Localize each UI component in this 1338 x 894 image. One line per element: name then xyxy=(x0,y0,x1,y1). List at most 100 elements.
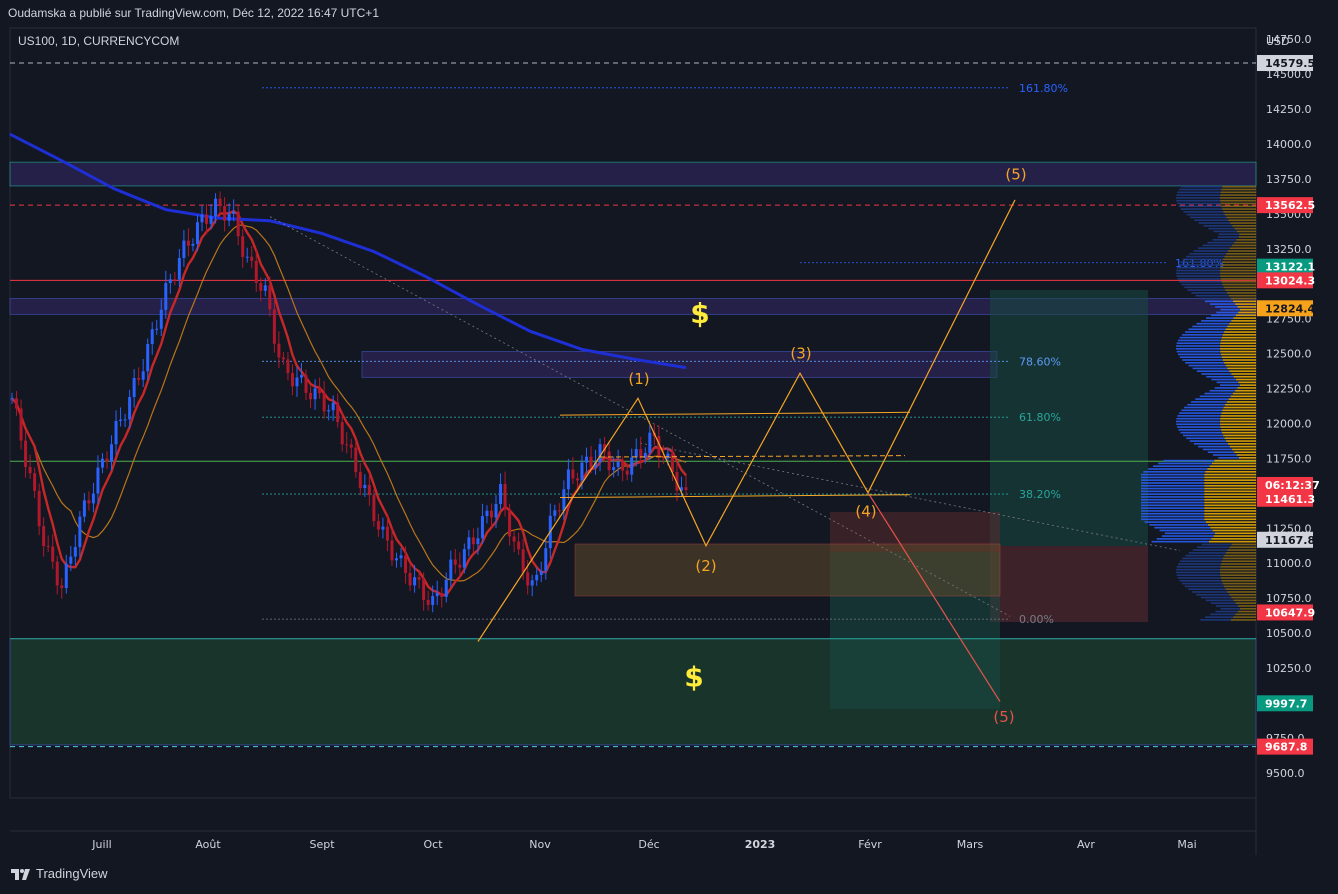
price-tag-label-6: 11461.3 xyxy=(1265,493,1315,506)
candle-body-21 xyxy=(105,458,109,462)
vp-up-bar xyxy=(1206,317,1234,319)
candle-body-64 xyxy=(300,375,304,378)
vp-up-bar xyxy=(1144,521,1206,523)
vp-up-bar xyxy=(1176,568,1221,571)
price-tag-label-9: 9997.7 xyxy=(1265,697,1307,710)
vp-up-bar xyxy=(1192,549,1228,551)
vp-up-bar xyxy=(1148,468,1208,470)
candle-body-19 xyxy=(96,467,100,494)
candle-body-94 xyxy=(435,592,439,597)
vp-up-bar xyxy=(1196,370,1230,372)
vp-down-bar xyxy=(1204,473,1256,476)
candle-body-138 xyxy=(634,449,638,458)
vp-down-bar xyxy=(1228,398,1256,400)
vp-up-bar xyxy=(1149,524,1208,526)
vp-up-bar xyxy=(1182,557,1223,560)
candle-body-74 xyxy=(345,444,349,446)
wave-path-bearish xyxy=(867,492,1001,702)
candle-body-106 xyxy=(489,510,493,518)
vp-down-bar xyxy=(1238,311,1256,314)
candle-body-23 xyxy=(114,420,118,445)
candle-body-61 xyxy=(286,359,290,374)
wave-label-2: (2) xyxy=(695,557,716,575)
vp-down-bar xyxy=(1239,233,1256,236)
vp-down-bar xyxy=(1230,297,1256,300)
fib-label-2: 78.60% xyxy=(1019,355,1061,368)
y-tick-label-18: 10250.0 xyxy=(1266,662,1312,675)
y-tick-label-2: 14250.0 xyxy=(1266,103,1312,116)
vp-down-bar xyxy=(1229,593,1256,596)
wave-label-bearish-5: (5) xyxy=(993,708,1014,726)
y-tick-label-6: 13250.0 xyxy=(1266,243,1312,256)
vp-up-bar xyxy=(1177,415,1221,417)
vp-up-bar xyxy=(1220,607,1241,610)
vp-up-bar xyxy=(1176,199,1221,202)
wave-label-3: (3) xyxy=(790,345,811,363)
candle-body-49 xyxy=(232,211,236,214)
vp-down-bar xyxy=(1225,552,1256,554)
vp-down-bar xyxy=(1231,320,1256,322)
vp-down-bar xyxy=(1239,457,1256,459)
candle-body-107 xyxy=(494,504,498,518)
vp-down-bar xyxy=(1214,459,1256,462)
wave-path-bullish xyxy=(477,199,1016,642)
candle-body-102 xyxy=(471,537,475,545)
vp-down-bar xyxy=(1222,431,1256,434)
vp-down-bar xyxy=(1229,445,1256,448)
symbol-line[interactable]: US100, 1D, CURRENCYCOM xyxy=(18,34,180,48)
footer[interactable]: TradingView xyxy=(10,866,108,881)
vp-up-bar xyxy=(1198,445,1230,448)
price-axis[interactable]: 14750.014500.014250.014000.013750.013500… xyxy=(1266,33,1312,780)
candle-body-48 xyxy=(227,213,231,221)
candle-body-141 xyxy=(648,432,652,453)
vp-down-bar xyxy=(1233,375,1256,378)
vp-down-bar xyxy=(1205,521,1256,523)
vp-up-bar xyxy=(1177,353,1221,356)
vp-down-bar xyxy=(1222,208,1256,210)
vp-up-bar xyxy=(1197,247,1230,250)
vp-up-bar xyxy=(1176,350,1221,353)
vp-down-bar xyxy=(1204,518,1256,521)
vp-down-bar xyxy=(1220,191,1256,194)
candle-body-139 xyxy=(639,449,643,458)
candle-body-143 xyxy=(657,436,661,458)
vp-down-bar xyxy=(1220,415,1256,417)
candle-body-57 xyxy=(268,285,272,310)
time-axis[interactable]: Juill Août Sept Oct Nov Déc 2023 Févr Mars Avr Mai xyxy=(91,838,1196,851)
vp-up-bar xyxy=(1201,373,1232,375)
candle-body-47 xyxy=(223,206,227,221)
candle-body-0 xyxy=(10,398,14,400)
candle-body-46 xyxy=(218,198,222,207)
candle-body-63 xyxy=(295,377,299,387)
vp-up-bar xyxy=(1141,484,1205,487)
candle-body-35 xyxy=(168,279,172,284)
candle-body-39 xyxy=(186,240,190,246)
vp-down-bar xyxy=(1204,482,1256,484)
vp-down-bar xyxy=(1232,225,1256,227)
candle-body-121 xyxy=(557,510,561,512)
vp-down-bar xyxy=(1204,515,1256,518)
vp-down-bar xyxy=(1204,504,1256,507)
ma-medium-line xyxy=(11,224,687,582)
vp-up-bar xyxy=(1217,236,1239,238)
vp-up-bar xyxy=(1188,328,1226,331)
candle-body-149 xyxy=(684,487,688,490)
vp-down-bar xyxy=(1224,554,1256,557)
fib-label-4: 38.20% xyxy=(1019,488,1061,501)
fib-786-zone xyxy=(361,351,998,378)
candle-body-80 xyxy=(372,495,376,522)
vp-up-bar xyxy=(1141,479,1205,481)
y-tick-label-9: 12500.0 xyxy=(1266,348,1312,361)
vp-down-bar xyxy=(1223,585,1256,588)
vp-down-bar xyxy=(1224,331,1256,333)
vp-up-bar xyxy=(1190,216,1227,219)
vp-up-bar xyxy=(1193,250,1228,252)
vp-down-bar xyxy=(1222,409,1256,412)
candle-body-3 xyxy=(24,440,28,468)
candle-body-45 xyxy=(214,198,218,217)
y-tick-label-11: 12000.0 xyxy=(1266,417,1312,430)
candle-body-129 xyxy=(594,462,598,468)
y-tick-label-10: 12250.0 xyxy=(1266,383,1312,396)
vp-down-bar xyxy=(1238,381,1256,384)
